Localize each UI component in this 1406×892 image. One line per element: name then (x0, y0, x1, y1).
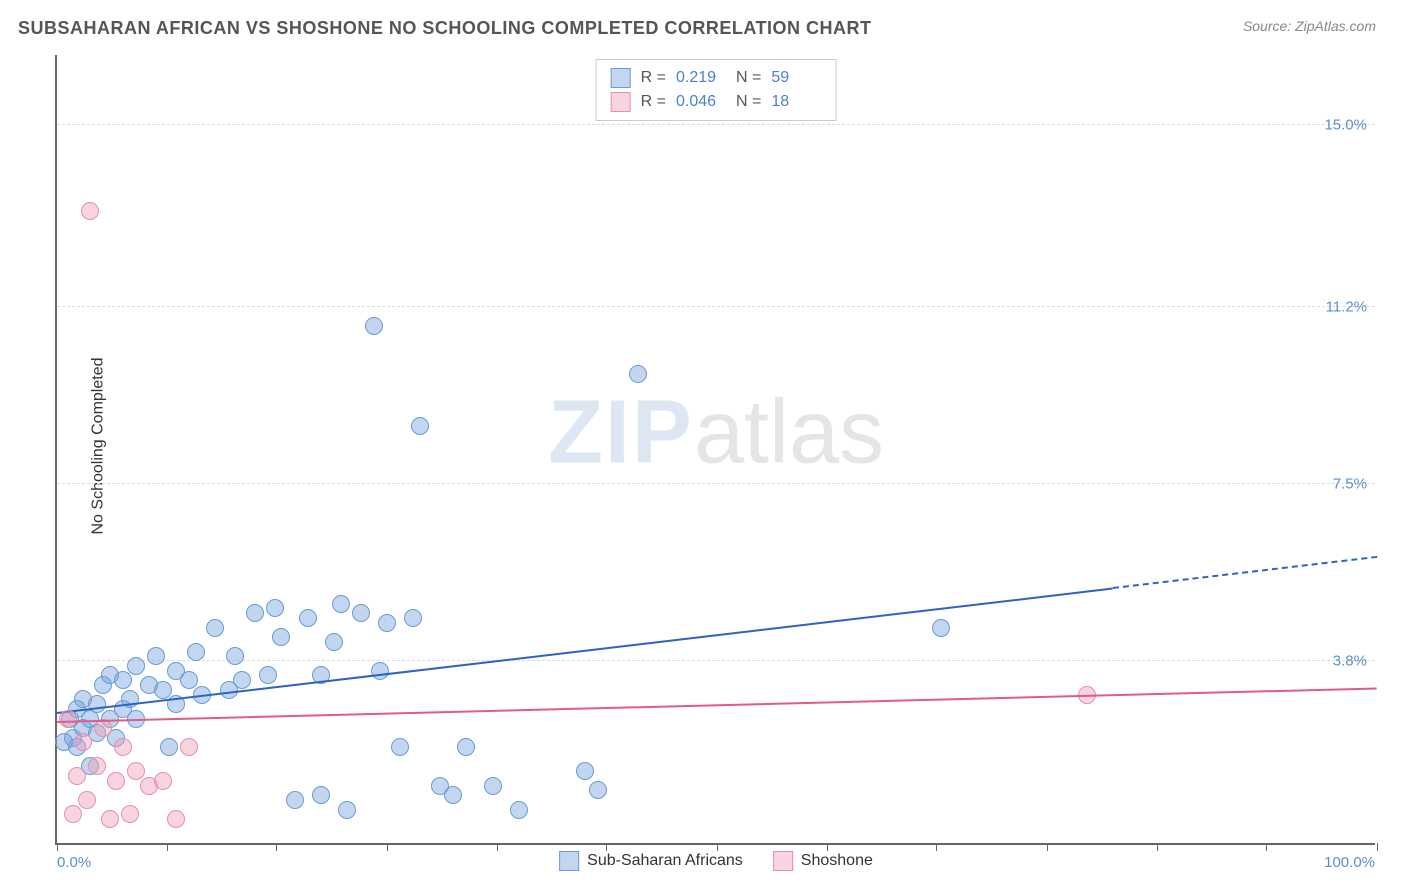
legend-item: Sub-Saharan Africans (559, 851, 743, 871)
chart-container: SUBSAHARAN AFRICAN VS SHOSHONE NO SCHOOL… (0, 0, 1406, 892)
data-point (88, 757, 106, 775)
y-tick-label: 3.8% (1333, 653, 1367, 670)
gridline (57, 483, 1375, 484)
series-legend: Sub-Saharan Africans Shoshone (559, 851, 873, 871)
data-point (78, 791, 96, 809)
legend-swatch (773, 851, 793, 871)
data-point (101, 810, 119, 828)
data-point (391, 738, 409, 756)
watermark: ZIPatlas (548, 382, 884, 485)
data-point (246, 604, 264, 622)
data-point (484, 777, 502, 795)
data-point (206, 619, 224, 637)
data-point (266, 599, 284, 617)
data-point (510, 801, 528, 819)
legend-swatch (611, 92, 631, 112)
gridline (57, 660, 1375, 661)
stats-row: R =0.219N =59 (611, 66, 822, 90)
x-tick (1047, 843, 1048, 851)
x-tick (1266, 843, 1267, 851)
data-point (299, 609, 317, 627)
x-tick (497, 843, 498, 851)
gridline (57, 306, 1375, 307)
x-tick (606, 843, 607, 851)
trend-line (1113, 556, 1377, 589)
plot-area: ZIPatlas R =0.219N =59R =0.046N =18 0.0%… (55, 55, 1375, 845)
data-point (272, 628, 290, 646)
data-point (371, 662, 389, 680)
data-point (81, 202, 99, 220)
data-point (444, 786, 462, 804)
stats-row: R =0.046N =18 (611, 90, 822, 114)
data-point (338, 801, 356, 819)
x-tick (276, 843, 277, 851)
x-axis-min-label: 0.0% (57, 854, 91, 871)
source-attribution: Source: ZipAtlas.com (1243, 18, 1376, 34)
data-point (332, 595, 350, 613)
data-point (404, 609, 422, 627)
data-point (154, 681, 172, 699)
data-point (325, 633, 343, 651)
legend-item: Shoshone (773, 851, 873, 871)
gridline (57, 124, 1375, 125)
data-point (312, 786, 330, 804)
x-tick (57, 843, 58, 851)
data-point (114, 738, 132, 756)
x-tick (387, 843, 388, 851)
correlation-stats-box: R =0.219N =59R =0.046N =18 (596, 59, 837, 121)
x-tick (936, 843, 937, 851)
data-point (457, 738, 475, 756)
x-tick (1377, 843, 1378, 851)
trend-line (57, 688, 1377, 724)
legend-label: Sub-Saharan Africans (587, 852, 743, 870)
data-point (107, 772, 125, 790)
chart-title: SUBSAHARAN AFRICAN VS SHOSHONE NO SCHOOL… (18, 18, 872, 39)
data-point (160, 738, 178, 756)
data-point (589, 781, 607, 799)
data-point (121, 805, 139, 823)
x-axis-max-label: 100.0% (1324, 854, 1375, 871)
legend-swatch (559, 851, 579, 871)
data-point (352, 604, 370, 622)
data-point (411, 417, 429, 435)
data-point (74, 733, 92, 751)
data-point (932, 619, 950, 637)
x-tick (717, 843, 718, 851)
x-tick (167, 843, 168, 851)
data-point (59, 710, 77, 728)
data-point (286, 791, 304, 809)
data-point (187, 643, 205, 661)
data-point (576, 762, 594, 780)
data-point (127, 657, 145, 675)
data-point (233, 671, 251, 689)
y-tick-label: 11.2% (1326, 298, 1367, 315)
data-point (88, 695, 106, 713)
data-point (68, 767, 86, 785)
data-point (180, 738, 198, 756)
data-point (365, 317, 383, 335)
data-point (154, 772, 172, 790)
data-point (127, 762, 145, 780)
data-point (147, 647, 165, 665)
data-point (114, 671, 132, 689)
data-point (226, 647, 244, 665)
data-point (259, 666, 277, 684)
data-point (180, 671, 198, 689)
y-tick-label: 15.0% (1324, 116, 1367, 133)
x-tick (1157, 843, 1158, 851)
legend-swatch (611, 68, 631, 88)
y-tick-label: 7.5% (1333, 475, 1367, 492)
data-point (167, 810, 185, 828)
data-point (64, 805, 82, 823)
x-tick (827, 843, 828, 851)
data-point (629, 365, 647, 383)
legend-label: Shoshone (801, 852, 873, 870)
data-point (378, 614, 396, 632)
trend-line (57, 587, 1113, 713)
